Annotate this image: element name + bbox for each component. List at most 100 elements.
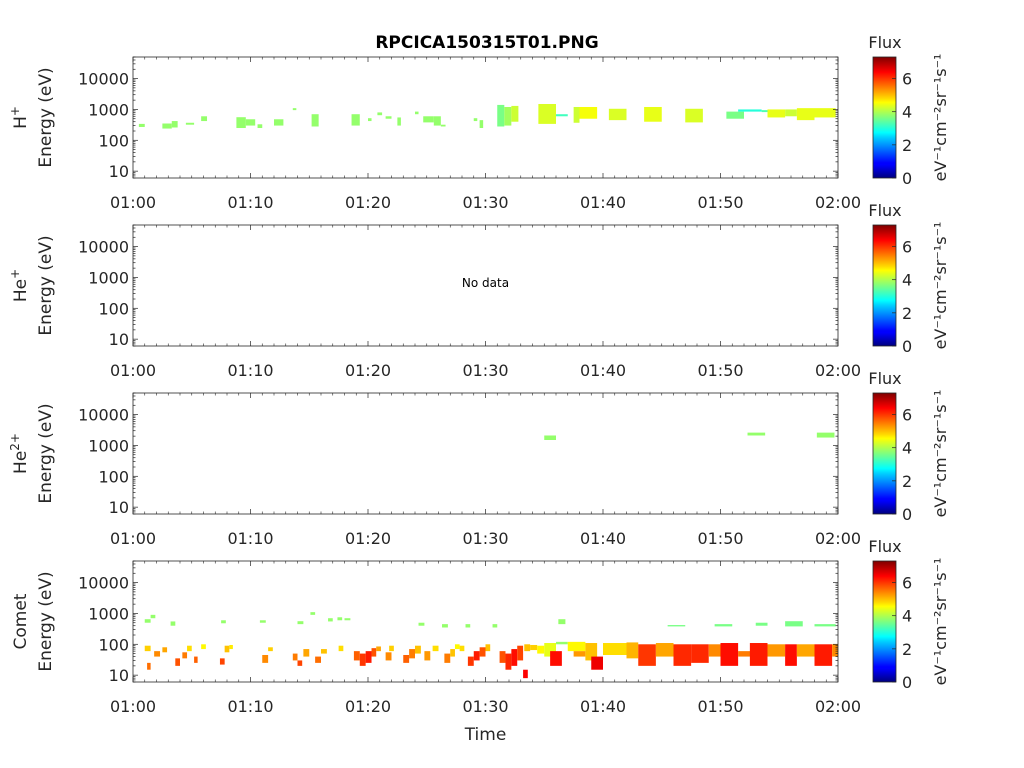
spectrogram-cell	[221, 620, 226, 624]
spectrogram-cell	[499, 651, 506, 663]
spectrogram-cell	[655, 643, 674, 657]
spectrogram-cell	[726, 111, 744, 119]
colorbar-tick-label: 0	[902, 169, 912, 188]
colorbar-unit-label: eV⁻¹cm⁻²sr⁻¹s⁻¹	[931, 222, 950, 350]
spectrogram-cell	[747, 432, 766, 436]
spectrogram-cell	[450, 649, 455, 657]
spectrogram-cell	[201, 116, 208, 122]
colorbar-tick-label: 4	[902, 271, 912, 290]
spectrogram-cell	[376, 646, 381, 652]
spectrogram-cell	[485, 644, 491, 652]
spectrogram-cell	[673, 644, 692, 666]
y-tick-label: 100	[98, 299, 129, 318]
spectrogram-cell	[229, 644, 233, 650]
no-data-note: No data	[462, 276, 509, 290]
colorbar-tick-label: 2	[902, 304, 912, 323]
spectrogram-cell	[785, 109, 797, 117]
spectrogram-cell	[359, 653, 366, 666]
spectrogram-cell	[424, 651, 431, 661]
x-tick-label: 01:00	[110, 529, 156, 548]
spectrogram-cell	[303, 649, 310, 657]
colorbar-tick-label: 0	[902, 337, 912, 356]
spectrogram-cell	[524, 644, 531, 652]
colorbar	[872, 392, 897, 515]
x-tick-label: 02:00	[815, 361, 861, 380]
species-name: He	[11, 279, 31, 302]
x-tick-label: 01:20	[345, 697, 391, 716]
spectrogram-cell	[338, 645, 344, 652]
y-tick-label: 10	[109, 666, 129, 685]
spectrogram-cell	[415, 111, 419, 115]
colorbar	[872, 224, 897, 347]
spectrogram-cell	[371, 648, 377, 657]
spectrogram-cell	[544, 643, 556, 657]
spectrogram-cell	[328, 618, 333, 622]
spectrogram-cell	[767, 644, 786, 657]
spectrogram-cell	[538, 103, 556, 124]
energy-axis-label: Energy (eV)	[36, 67, 56, 167]
spectrogram-cell	[409, 649, 415, 659]
spectrogram-cell	[144, 645, 151, 652]
colorbar-title: Flux	[868, 369, 901, 388]
species-charge: +	[8, 269, 22, 279]
spectrogram-cell	[187, 645, 192, 652]
species-charge: 2+	[8, 433, 22, 451]
spectrogram-cell	[479, 647, 486, 657]
spectrogram-cell	[182, 652, 188, 659]
spectrogram-cell	[517, 645, 524, 661]
energy-axis-label: Energy (eV)	[36, 571, 56, 671]
y-tick-label: 10000	[78, 70, 129, 89]
colorbar-tick-label: 2	[902, 640, 912, 659]
spectrogram-cell	[147, 662, 151, 670]
spectrogram-cell	[194, 656, 198, 663]
colorbar	[872, 560, 897, 683]
species-name: H	[11, 116, 31, 129]
spectrogram-cell	[170, 621, 176, 626]
spectrogram-cell	[259, 620, 266, 623]
spectrogram-cell	[550, 651, 562, 666]
species-label: He+	[8, 269, 31, 302]
spectrogram-cell	[138, 123, 145, 127]
spectrogram-cell	[185, 122, 195, 125]
colorbar-tick-label: 0	[902, 673, 912, 692]
x-tick-label: 01:00	[110, 361, 156, 380]
spectrogram-cell	[236, 117, 246, 129]
spectrogram-cell	[749, 643, 768, 666]
spectrogram-cell	[796, 108, 815, 121]
spectrogram-cell	[344, 618, 351, 621]
spectrogram-cell	[150, 614, 156, 619]
spectrogram-cell	[558, 619, 566, 625]
spectrogram-cell	[385, 652, 392, 661]
x-tick-label: 01:10	[227, 193, 273, 212]
x-axis-label: Time	[464, 725, 507, 745]
x-tick-label: 01:30	[462, 361, 508, 380]
spectrogram-cell	[397, 117, 401, 126]
spectrogram-cell	[603, 643, 627, 655]
spectrogram-cell	[537, 645, 545, 654]
x-tick-label: 01:40	[580, 361, 626, 380]
spectrogram-cell	[785, 644, 797, 666]
spectrogram-cell	[297, 660, 303, 666]
colorbar-tick-label: 2	[902, 472, 912, 491]
y-tick-label: 10000	[78, 406, 129, 425]
y-tick-label: 10000	[78, 238, 129, 257]
spectrogram-cell	[154, 651, 161, 657]
spectrogram-cell	[544, 435, 556, 440]
spectrogram-cell	[144, 619, 151, 623]
colorbar-tick-label: 4	[902, 607, 912, 626]
spectrogram-cell	[556, 114, 568, 117]
colorbar-tick-label: 6	[902, 406, 912, 425]
spectrogram-cell	[351, 114, 360, 126]
species-label: Comet	[11, 593, 31, 649]
spectrogram-cell	[465, 624, 471, 628]
x-tick-label: 01:20	[345, 529, 391, 548]
spectrogram-cell	[579, 106, 598, 119]
x-tick-label: 01:40	[580, 697, 626, 716]
energy-axis-label: Energy (eV)	[36, 235, 56, 335]
spectrogram-cell	[816, 432, 835, 438]
spectrogram-cell	[423, 116, 434, 123]
spectrogram-cell	[511, 105, 519, 122]
y-tick-label: 10000	[78, 574, 129, 593]
x-tick-label: 01:50	[697, 697, 743, 716]
